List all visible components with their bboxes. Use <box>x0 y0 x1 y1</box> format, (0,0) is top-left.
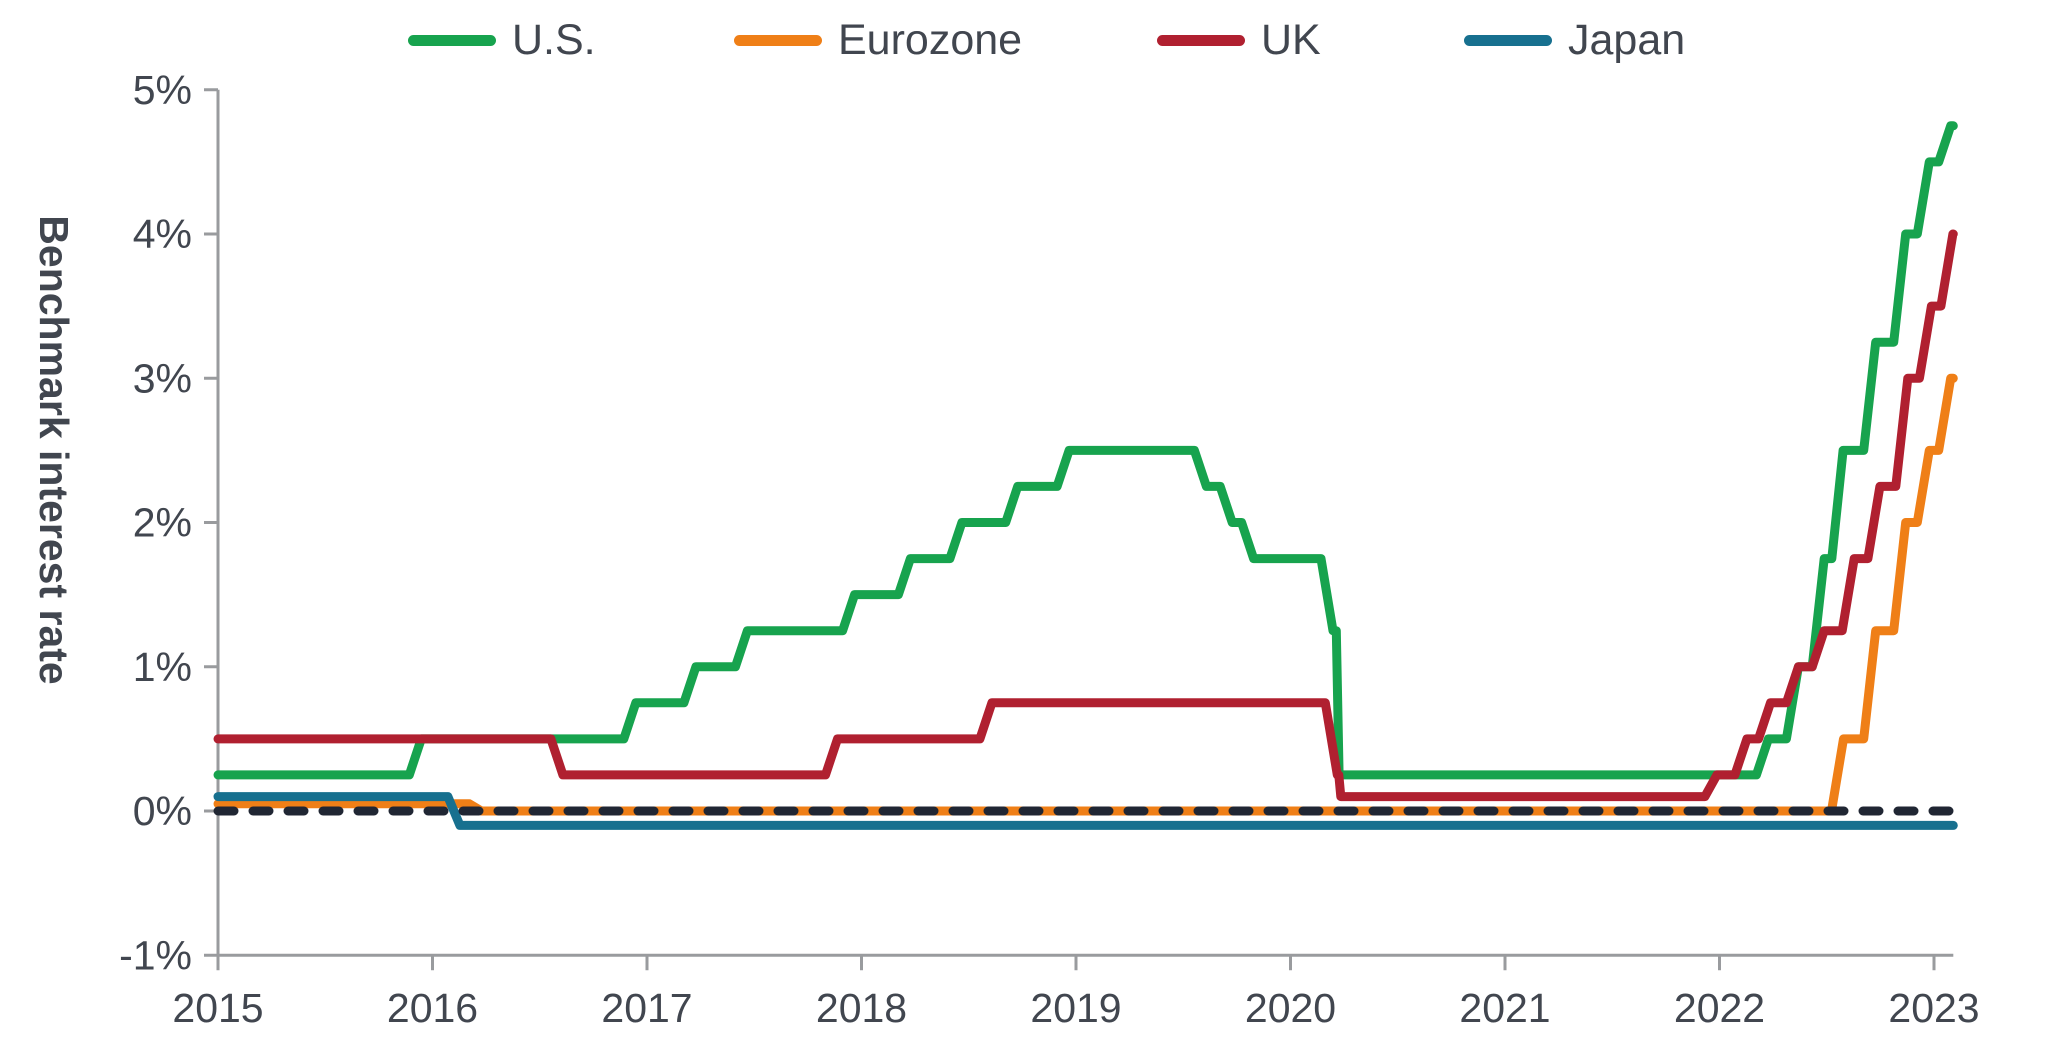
y-tick-label: 2% <box>133 500 192 546</box>
x-tick-label: 2020 <box>1245 985 1336 1031</box>
y-tick-label: -1% <box>119 932 192 978</box>
x-tick-label: 2015 <box>172 985 263 1031</box>
y-axis-title: Benchmark interest rate <box>31 215 77 684</box>
axes-layer: 5% 4% 3% 2% 1% 0% -1% 2015 2016 2017 2018 2019 2020 2… <box>119 67 1980 1031</box>
legend-item-us: U.S. <box>408 16 596 64</box>
y-tick-label: 0% <box>133 788 192 834</box>
x-tick-label: 2018 <box>816 985 907 1031</box>
y-tick-label: 5% <box>133 67 192 113</box>
legend-item-japan: Japan <box>1464 16 1685 64</box>
legend-label-eurozone: Eurozone <box>838 16 1023 64</box>
eurozone-line-swatch-icon <box>734 34 822 46</box>
legend-item-uk: UK <box>1157 16 1321 64</box>
series-line-eurozone <box>213 373 1958 816</box>
series-layer <box>213 121 1958 830</box>
uk-line-swatch-icon <box>1157 34 1245 46</box>
y-tick-label: 4% <box>133 211 192 257</box>
x-tick-label: 2023 <box>1888 985 1979 1031</box>
x-tick-label: 2021 <box>1459 985 1550 1031</box>
x-tick-label: 2016 <box>387 985 478 1031</box>
y-tick-label: 1% <box>133 644 192 690</box>
series-line-japan <box>213 792 1958 830</box>
legend-label-japan: Japan <box>1568 16 1686 64</box>
series-line-us <box>213 121 1958 780</box>
legend-label-us: U.S. <box>512 16 596 64</box>
legend-item-eurozone: Eurozone <box>734 16 1022 64</box>
legend-label-uk: UK <box>1261 16 1321 64</box>
chart-legend: U.S. Eurozone UK Japan <box>0 0 2048 80</box>
x-tick-label: 2017 <box>601 985 692 1031</box>
series-line-uk <box>213 229 1958 802</box>
us-line-swatch-icon <box>408 34 496 46</box>
x-tick-label: 2022 <box>1674 985 1765 1031</box>
japan-line-swatch-icon <box>1464 34 1552 46</box>
y-tick-label: 3% <box>133 355 192 401</box>
x-tick-label: 2019 <box>1030 985 1121 1031</box>
